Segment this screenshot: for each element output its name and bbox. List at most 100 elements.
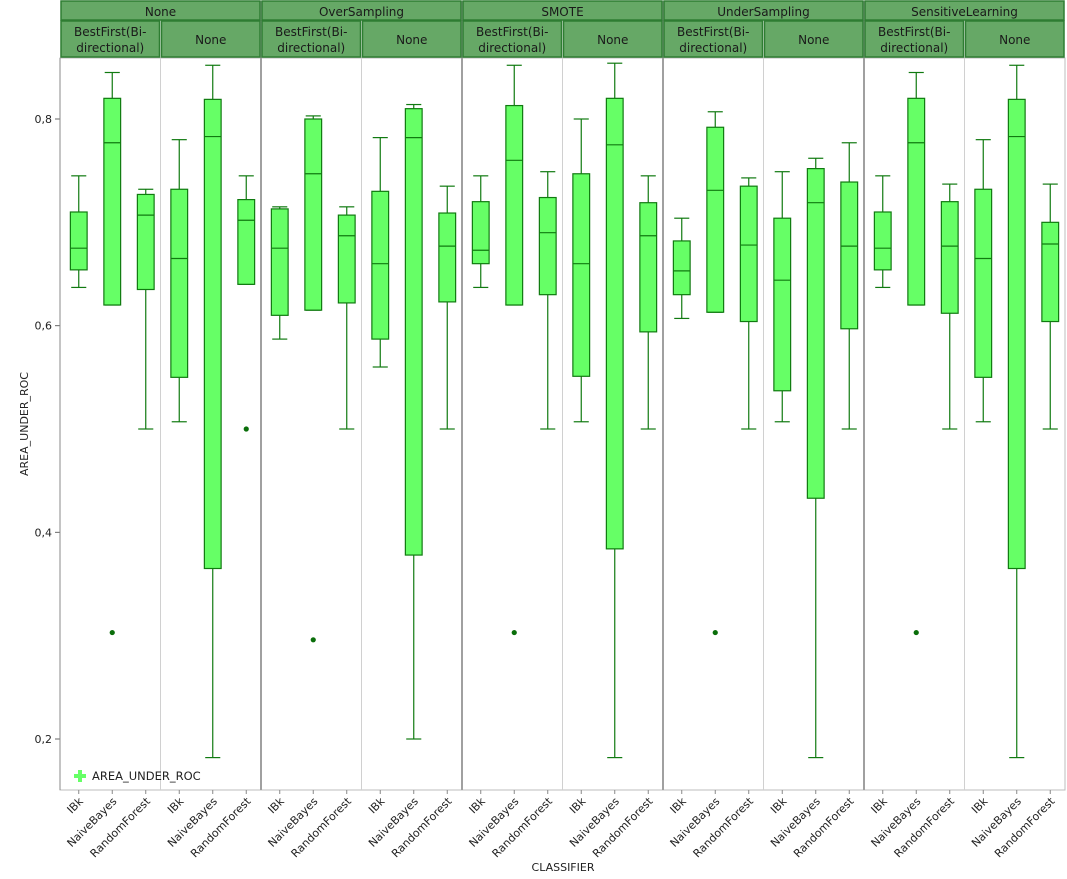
x-tick-label: IBk	[768, 794, 790, 816]
box	[739, 185, 758, 323]
group-header	[261, 0, 462, 21]
x-tick-label: RandomForest	[188, 794, 254, 860]
outlier-point	[511, 629, 517, 636]
box	[672, 240, 691, 296]
x-tick-label: RandomForest	[389, 794, 455, 860]
box	[505, 104, 524, 306]
box	[69, 211, 88, 271]
box	[337, 214, 356, 304]
group-header	[60, 0, 261, 21]
box	[974, 188, 993, 378]
box	[873, 211, 892, 271]
x-tick-label: IBk	[567, 794, 589, 816]
x-tick-label: RandomForest	[590, 794, 656, 860]
legend: AREA_UNDER_ROC	[74, 769, 201, 783]
box	[806, 168, 825, 499]
box	[371, 190, 390, 340]
box	[471, 201, 490, 265]
box	[572, 173, 591, 377]
subgroup-header	[964, 20, 1065, 58]
subgroup-header	[361, 20, 462, 58]
group-header-label: UnderSampling	[717, 5, 810, 19]
box	[103, 97, 122, 306]
box	[237, 199, 256, 285]
subgroup-header-label: None	[195, 33, 226, 47]
group-header-label: SensitiveLearning	[911, 5, 1018, 19]
y-tick-label: 0,8	[35, 113, 53, 126]
box	[203, 98, 222, 570]
outlier-point	[712, 629, 718, 636]
outlier-point	[109, 629, 115, 636]
box	[1041, 221, 1060, 323]
x-tick-label: RandomForest	[691, 794, 757, 860]
x-tick-label: RandomForest	[88, 794, 154, 860]
outlier-point	[243, 426, 249, 432]
box	[940, 201, 959, 314]
box	[304, 118, 323, 311]
x-tick-label: IBk	[467, 794, 489, 816]
box	[907, 97, 926, 306]
x-tick-label: IBk	[969, 794, 991, 816]
x-tick-label: IBk	[869, 794, 891, 816]
group-header-label: SMOTE	[541, 5, 583, 19]
x-tick-label: IBk	[266, 794, 288, 816]
subgroup-header	[261, 20, 362, 58]
y-axis: 0,2 0,4 0,6 0,8	[35, 58, 61, 790]
x-tick-label: IBk	[65, 794, 87, 816]
box	[404, 108, 423, 556]
group-header-label: None	[145, 5, 176, 19]
plot-frame	[59, 1, 1066, 791]
x-tick-label: IBk	[668, 794, 690, 816]
group-header	[462, 0, 663, 21]
x-tick-label: RandomForest	[490, 794, 556, 860]
subgroup-header-label: BestFirst(Bi-directional)	[275, 25, 347, 55]
subgroup-header	[160, 20, 261, 58]
box	[1007, 98, 1026, 570]
subgroup-header	[462, 20, 563, 58]
y-tick-label: 0,4	[35, 526, 53, 539]
y-tick-label: 0,2	[35, 733, 53, 746]
subgroup-header	[864, 20, 965, 58]
box	[538, 196, 557, 296]
subgroup-header	[763, 20, 864, 58]
facet-headers: None BestFirst(Bi-directional) None OverSam…	[60, 0, 1065, 58]
subgroup-header-label: None	[597, 33, 628, 47]
box	[840, 181, 859, 330]
subgroup-header	[562, 20, 663, 58]
x-tick-label: IBk	[366, 794, 388, 816]
x-axis-title: CLASSIFIER	[532, 861, 595, 874]
legend-marker-icon	[74, 770, 86, 782]
box	[706, 126, 725, 313]
box	[170, 188, 189, 378]
subgroup-header-label: None	[798, 33, 829, 47]
x-tick-label: RandomForest	[791, 794, 857, 860]
y-axis-title: AREA_UNDER_ROC	[18, 372, 31, 476]
box-series	[69, 62, 1060, 759]
box	[773, 217, 792, 392]
y-tick-label: 0,6	[35, 320, 53, 333]
box	[136, 193, 155, 291]
subgroup-header-label: BestFirst(Bi-directional)	[476, 25, 548, 55]
subgroup-header-label: BestFirst(Bi-directional)	[677, 25, 749, 55]
outlier-point	[310, 637, 316, 643]
subgroup-header	[663, 20, 764, 58]
box	[270, 208, 289, 316]
group-header	[663, 0, 864, 21]
box	[639, 202, 658, 333]
group-header-label: OverSampling	[319, 5, 404, 19]
subgroup-header-label: BestFirst(Bi-directional)	[74, 25, 146, 55]
x-tick-label: RandomForest	[289, 794, 355, 860]
group-header	[864, 0, 1065, 21]
subgroup-header-label: None	[396, 33, 427, 47]
x-tick-label: IBk	[165, 794, 187, 816]
subgroup-header	[60, 20, 161, 58]
box	[438, 212, 457, 303]
legend-label: AREA_UNDER_ROC	[92, 769, 201, 783]
x-tick-label: RandomForest	[992, 794, 1058, 860]
box	[605, 97, 624, 550]
outlier-point	[913, 629, 919, 636]
subgroup-header-label: BestFirst(Bi-directional)	[878, 25, 950, 55]
subgroup-header-label: None	[999, 33, 1030, 47]
